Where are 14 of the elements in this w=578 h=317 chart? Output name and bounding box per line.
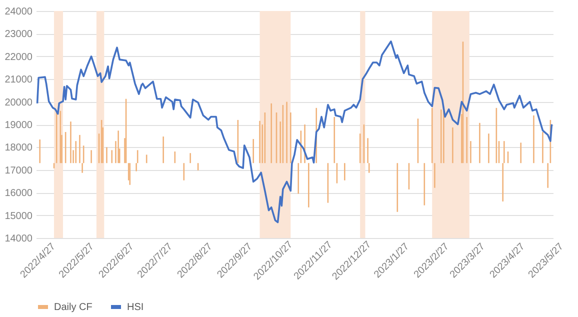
y-tick-label: 17000 <box>4 165 33 176</box>
y-tick-label: 15000 <box>4 210 33 222</box>
legend-label: HSI <box>127 302 144 313</box>
line-series <box>36 40 553 224</box>
y-tick-label: 21000 <box>4 74 33 86</box>
y-tick-label: 19000 <box>4 120 33 131</box>
y-tick-label: 24000 <box>4 6 33 18</box>
legend-label: Daily CF <box>54 302 92 313</box>
y-tick-label: 20000 <box>4 97 33 108</box>
y-tick-label: 14000 <box>4 234 33 244</box>
y-tick-label: 22000 <box>4 52 33 63</box>
y-tick-label: 18000 <box>4 142 33 154</box>
y-tick-label: 16000 <box>4 188 33 200</box>
y-tick-label: 23000 <box>4 29 33 40</box>
